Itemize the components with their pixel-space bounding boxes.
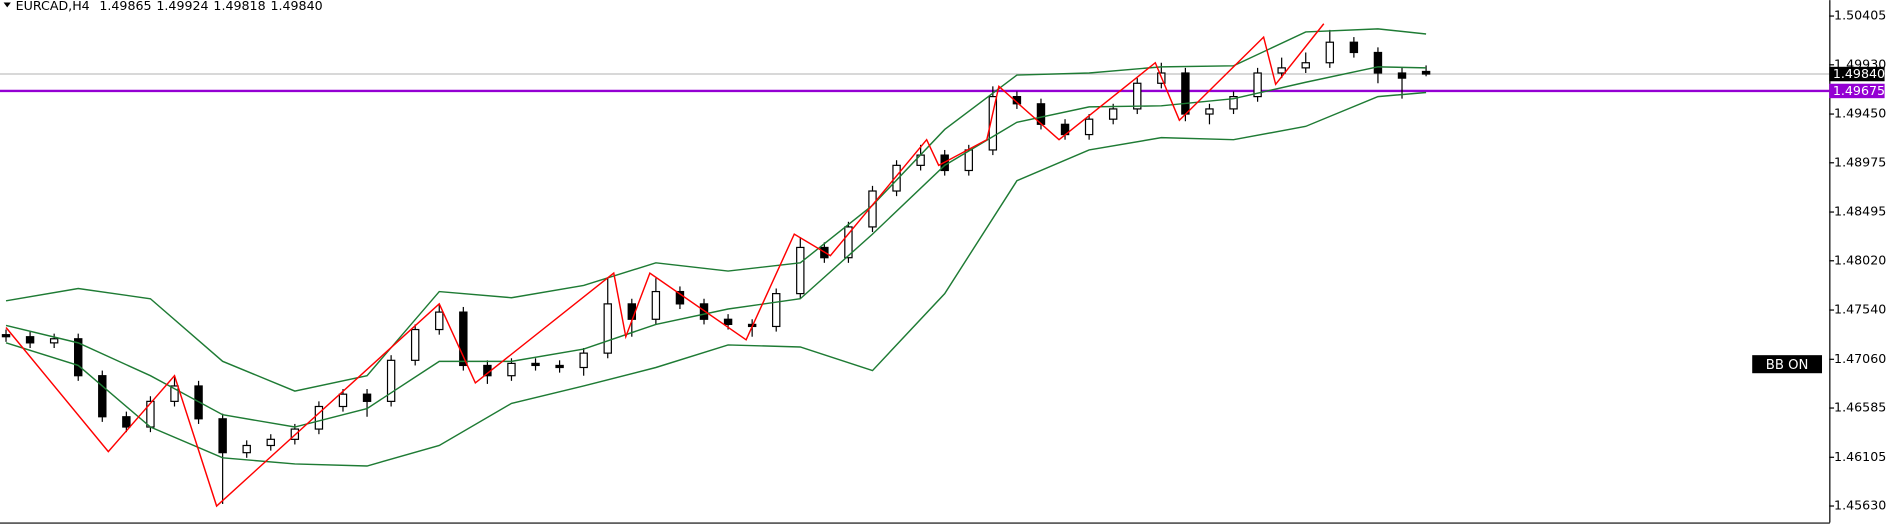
candle-body [627,303,637,320]
y-tick-label: 1.48495 [1834,204,1886,219]
candle-body [892,164,901,192]
y-tick-label: 1.47540 [1834,302,1886,317]
header: EURCAD,H4 1.49865 1.49924 1.49818 1.49840 [16,0,323,13]
indicator-line [5,91,1427,467]
candle-body [362,393,372,402]
badge-bg [1752,355,1823,374]
candle-body [1349,41,1359,54]
candle-body [675,290,685,305]
candle-body [49,338,59,344]
candle-body [25,336,35,344]
header-high: 1.49924 [156,0,208,13]
badge: BB ON [1766,358,1809,373]
candle-body [796,246,805,295]
price-label-bg [1829,66,1885,82]
candle-body [1108,108,1118,120]
y-tick-label: 1.48975 [1834,154,1886,169]
candle-body [1301,62,1310,69]
candle-body [1277,67,1286,74]
candle-body [1012,96,1022,105]
indicator-line [5,66,1427,428]
candle-body [98,375,107,418]
candle-body [651,290,661,320]
candle-body [1084,118,1094,136]
candle-body [1,334,11,338]
candle-body [699,303,709,320]
candle-body [1181,72,1190,115]
menu-triangle[interactable] [3,2,11,8]
candle-body [74,338,83,377]
candle-body [988,96,998,151]
candle-body [386,359,396,402]
symbol: EURCAD,H4 [16,0,90,13]
header-open: 1.49865 [99,0,151,13]
candle-body [314,405,324,430]
indicator-line [5,28,1427,392]
price-label: 1.49675 [1833,83,1885,98]
candle-body [435,311,444,331]
y-tick-label: 1.46585 [1834,400,1886,415]
candle-body [410,328,420,361]
candle-body [531,362,540,367]
y-tick-label: 1.49450 [1834,106,1886,121]
candle-body [555,364,564,369]
candle-body [1421,70,1431,75]
y-tick-label: 1.46105 [1834,449,1886,464]
axis-layer: 1.504051.499301.494501.489751.484951.480… [1752,8,1886,513]
candle-body [1253,72,1262,98]
candle-body [507,362,516,377]
price-label: 1.49840 [1833,66,1885,81]
plot-area [1,23,1431,508]
candle-body [1373,51,1383,74]
candle-body [1133,82,1142,110]
candle-body [579,352,588,369]
grid-layer [0,73,1830,93]
candle-body [772,293,781,328]
candle-body [459,311,468,367]
candle-body [1325,41,1335,64]
candle-body [338,393,348,408]
candle-body [844,226,853,259]
candle-body [1205,108,1214,115]
y-tick-label: 1.48020 [1834,252,1886,267]
candle-body [1229,96,1238,110]
y-tick-label: 1.47060 [1834,351,1886,366]
candle-body [170,385,179,402]
y-tick-label: 1.45630 [1834,498,1886,513]
header-close: 1.49840 [270,0,322,13]
candle-body [1397,72,1407,79]
y-tick-label: 1.50405 [1834,8,1886,23]
candle-body [218,418,227,454]
candle-body [603,303,612,354]
candle-body [723,318,733,326]
candle-body [122,416,131,428]
indicator-line [5,23,1325,508]
header-low: 1.49818 [213,0,265,13]
price-label-bg [1829,83,1885,99]
candle-body [266,438,275,447]
candle-body [242,444,251,454]
